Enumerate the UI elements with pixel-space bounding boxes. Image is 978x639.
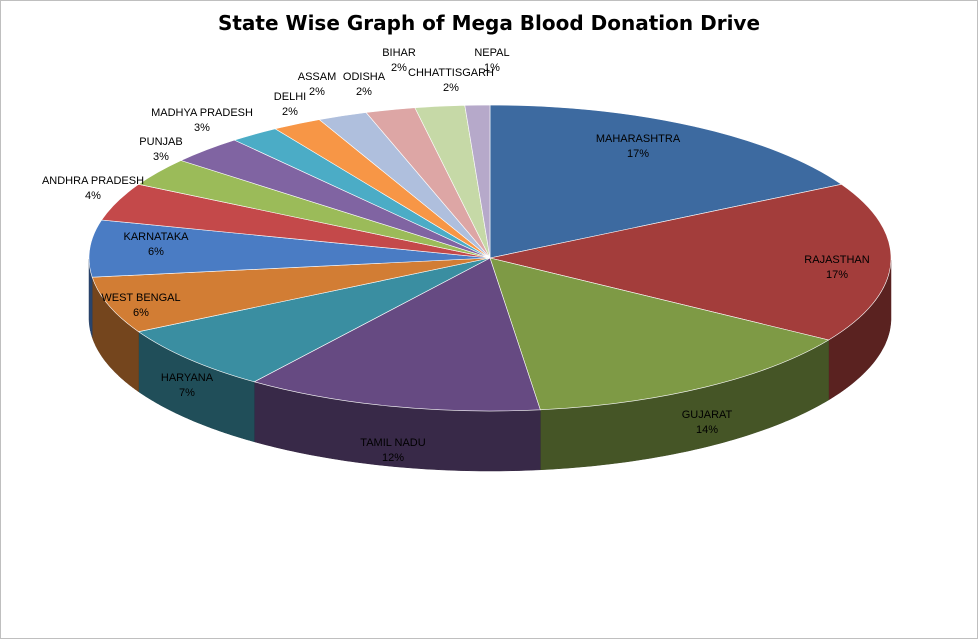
- slice-name: WEST BENGAL: [101, 292, 180, 304]
- slice-label-rajasthan: RAJASTHAN 17%: [804, 254, 869, 281]
- slice-label-tamil-nadu: TAMIL NADU 12%: [360, 437, 425, 464]
- slice-label-karnataka: KARNATAKA 6%: [124, 231, 190, 258]
- slice-label-bihar: BIHAR 2%: [382, 47, 416, 74]
- slice-name: NEPAL: [474, 47, 509, 59]
- slice-percent: 3%: [153, 151, 169, 163]
- slice-name: GUJARAT: [682, 409, 733, 421]
- slice-label-delhi: DELHI 2%: [274, 91, 306, 118]
- slice-name: PUNJAB: [139, 136, 182, 148]
- slice-label-chhattisgarh: CHHATTISGARH 2%: [408, 67, 494, 94]
- slice-name: ODISHA: [343, 71, 386, 83]
- slice-label-punjab: PUNJAB 3%: [139, 136, 182, 163]
- slice-label-assam: ASSAM 2%: [298, 71, 337, 98]
- slice-name: HARYANA: [161, 372, 214, 384]
- slice-karnataka: [88, 219, 491, 278]
- chart-title: State Wise Graph of Mega Blood Donation …: [217, 11, 761, 35]
- slice-percent: 2%: [309, 86, 325, 98]
- slice-percent: 2%: [356, 86, 372, 98]
- slice-percent: 4%: [85, 190, 101, 202]
- slice-percent: 1%: [484, 62, 500, 74]
- slice-nepal: [464, 104, 491, 259]
- slice-name: MADHYA PRADESH: [151, 107, 253, 119]
- slice-name: MAHARASHTRA: [596, 133, 681, 145]
- slice-percent: 2%: [391, 62, 407, 74]
- slice-percent: 7%: [179, 387, 195, 399]
- slice-name: DELHI: [274, 91, 306, 103]
- slice-percent: 2%: [282, 106, 298, 118]
- pie-labels: MAHARASHTRA 17% RAJASTHAN 17% GUJARAT 14% TAMI…: [42, 47, 870, 464]
- slice-percent: 6%: [133, 307, 149, 319]
- slice-percent: 12%: [382, 452, 404, 464]
- slice-label-haryana: HARYANA 7%: [161, 372, 214, 399]
- slice-label-odisha: ODISHA 2%: [343, 71, 386, 98]
- slice-percent: 6%: [148, 246, 164, 258]
- slice-label-gujarat: GUJARAT 14%: [682, 409, 733, 436]
- slice-rajasthan: [489, 183, 892, 341]
- slice-maharashtra: [489, 104, 843, 259]
- slice-name: BIHAR: [382, 47, 416, 59]
- slice-name: TAMIL NADU: [360, 437, 425, 449]
- slice-name: RAJASTHAN: [804, 254, 869, 266]
- slice-haryana: [137, 257, 491, 383]
- slice-name: KARNATAKA: [124, 231, 190, 243]
- slice-percent: 17%: [826, 269, 848, 281]
- slice-label-maharashtra: MAHARASHTRA 17%: [596, 133, 681, 160]
- slice-percent: 14%: [696, 424, 718, 436]
- slice-percent: 2%: [443, 82, 459, 94]
- slice-west-bengal: [91, 257, 491, 333]
- slice-name: CHHATTISGARH: [408, 67, 494, 79]
- slice-name: ANDHRA PRADESH: [42, 175, 144, 187]
- slice-name: ASSAM: [298, 71, 337, 83]
- pie-top-faces: [88, 104, 892, 412]
- slice-percent: 17%: [627, 148, 649, 160]
- slice-percent: 3%: [194, 122, 210, 134]
- slice-label-andhra-pradesh: ANDHRA PRADESH 4%: [42, 175, 144, 202]
- slice-label-madhya-pradesh: MADHYA PRADESH 3%: [151, 107, 253, 134]
- slice-tamil-nadu: [253, 257, 541, 412]
- slice-label-nepal: NEPAL 1%: [474, 47, 509, 74]
- slice-label-west-bengal: WEST BENGAL 6%: [101, 292, 180, 319]
- slice-gujarat: [489, 257, 830, 411]
